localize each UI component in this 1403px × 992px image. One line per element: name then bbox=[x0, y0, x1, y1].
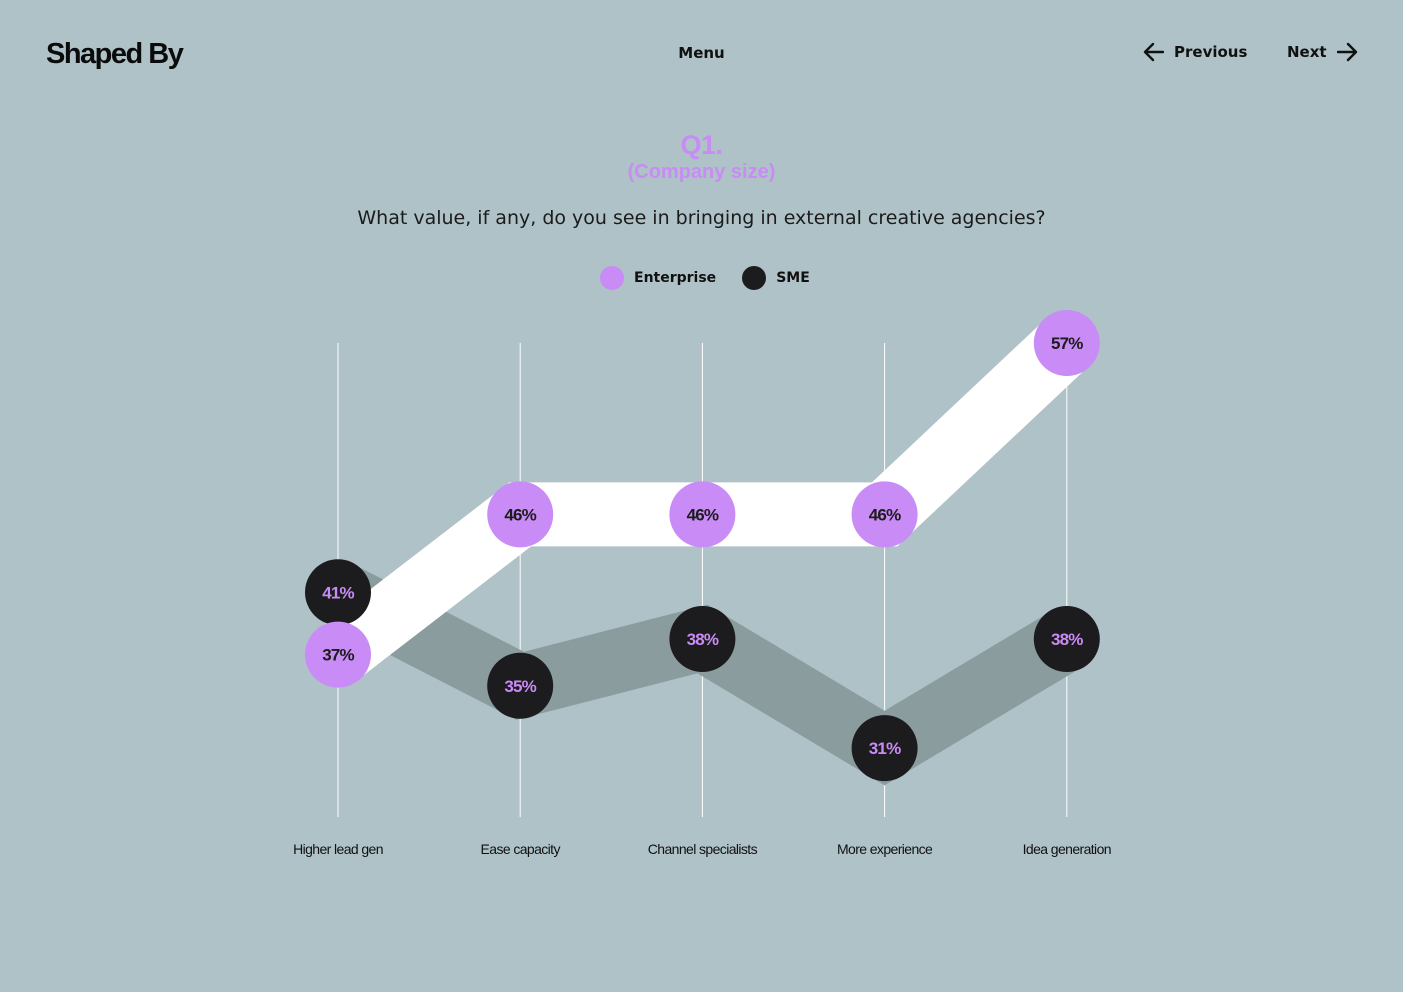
menu-button[interactable]: Menu bbox=[678, 44, 725, 62]
data-point-enterprise bbox=[1033, 310, 1100, 376]
data-point-enterprise bbox=[669, 481, 736, 548]
x-tick-label: Ease capacity bbox=[481, 841, 561, 857]
data-label-enterprise: 46% bbox=[687, 505, 719, 524]
legend-label-enterprise: Enterprise bbox=[634, 270, 717, 286]
data-point-enterprise bbox=[305, 621, 371, 688]
chart-legend: Enterprise SME bbox=[600, 266, 836, 290]
data-point-enterprise bbox=[851, 481, 918, 548]
logo[interactable]: Shaped By bbox=[46, 38, 184, 70]
question-segment: (Company size) bbox=[627, 161, 776, 183]
data-point-enterprise bbox=[487, 481, 554, 548]
question-number: Q1. bbox=[680, 130, 723, 160]
data-label-enterprise: 46% bbox=[869, 505, 901, 524]
legend-item-enterprise[interactable]: Enterprise bbox=[600, 266, 716, 290]
data-label-sme: 38% bbox=[1051, 630, 1083, 649]
data-label-sme: 38% bbox=[687, 630, 719, 649]
data-point-sme bbox=[669, 606, 736, 673]
arrow-right-icon bbox=[1336, 42, 1359, 62]
data-label-enterprise: 37% bbox=[322, 646, 354, 665]
data-point-sme bbox=[487, 652, 554, 719]
x-tick-label: Higher lead gen bbox=[293, 841, 383, 857]
data-point-sme bbox=[1033, 606, 1100, 673]
menu-container: Menu bbox=[0, 44, 1403, 62]
previous-button[interactable]: Previous bbox=[1142, 42, 1247, 62]
question-text: What value, if any, do you see in bringi… bbox=[357, 207, 1046, 229]
data-label-sme: 35% bbox=[504, 677, 536, 696]
data-label-enterprise: 57% bbox=[1051, 334, 1083, 353]
x-tick-label: More experience bbox=[837, 841, 933, 857]
legend-swatch-enterprise bbox=[600, 266, 624, 290]
data-label-enterprise: 46% bbox=[504, 505, 536, 524]
next-button[interactable]: Next bbox=[1287, 42, 1359, 62]
previous-label: Previous bbox=[1174, 43, 1248, 61]
legend-item-sme[interactable]: SME bbox=[742, 266, 810, 290]
x-tick-label: Idea generation bbox=[1023, 841, 1111, 857]
data-point-sme bbox=[851, 715, 918, 782]
data-label-sme: 41% bbox=[322, 583, 354, 602]
data-label-sme: 31% bbox=[869, 739, 901, 758]
x-tick-label: Channel specialists bbox=[648, 841, 758, 857]
arrow-left-icon bbox=[1142, 42, 1164, 62]
next-label: Next bbox=[1287, 43, 1327, 61]
legend-label-sme: SME bbox=[776, 270, 810, 286]
legend-swatch-sme bbox=[742, 266, 767, 290]
data-point-sme bbox=[305, 559, 371, 626]
